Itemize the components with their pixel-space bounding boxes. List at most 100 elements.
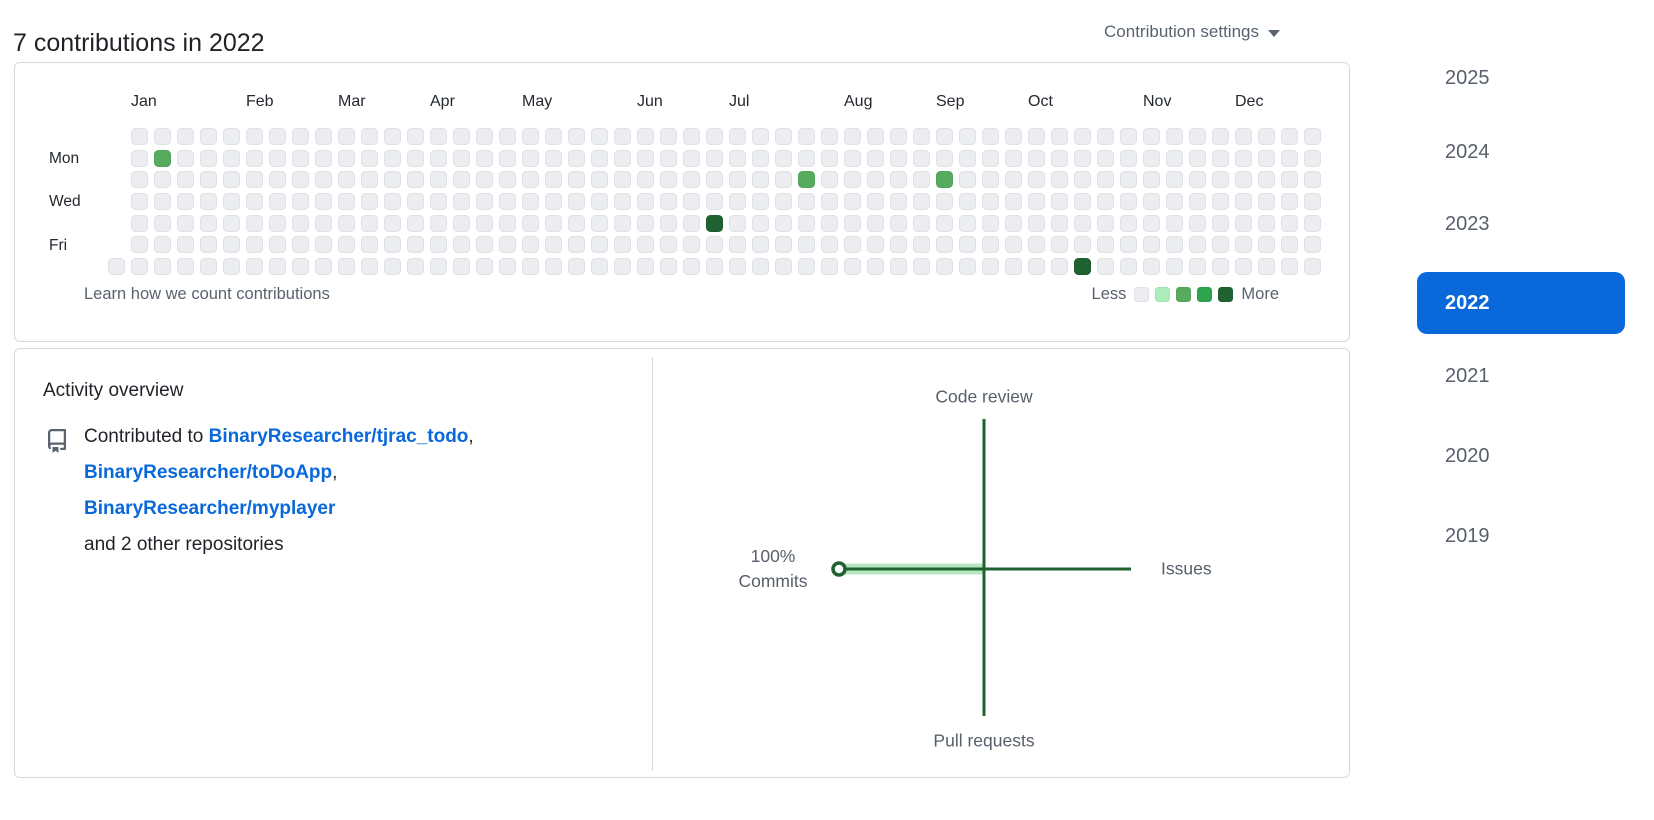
- contribution-cell[interactable]: [476, 236, 493, 254]
- contribution-cell[interactable]: [1166, 214, 1183, 232]
- contribution-cell[interactable]: [1212, 193, 1229, 211]
- contribution-cell[interactable]: [476, 258, 493, 276]
- contribution-cell[interactable]: [1304, 193, 1321, 211]
- repo-link-todoapp[interactable]: BinaryResearcher/toDoApp: [84, 462, 333, 483]
- contribution-cell[interactable]: [752, 128, 769, 145]
- contribution-cell[interactable]: [292, 193, 309, 211]
- contribution-cell[interactable]: [338, 149, 355, 167]
- contribution-cell[interactable]: [1120, 171, 1137, 189]
- contribution-cell[interactable]: [338, 214, 355, 232]
- contribution-cell[interactable]: [867, 171, 884, 189]
- contribution-cell[interactable]: [752, 149, 769, 167]
- contribution-cell[interactable]: [200, 236, 217, 254]
- contribution-cell[interactable]: [936, 236, 953, 254]
- contribution-cell[interactable]: [890, 171, 907, 189]
- contribution-cell[interactable]: [154, 171, 171, 189]
- contribution-cell[interactable]: [936, 258, 953, 276]
- repo-link-myplayer[interactable]: BinaryResearcher/myplayer: [84, 498, 336, 519]
- contribution-cell[interactable]: [1005, 236, 1022, 254]
- contribution-cell[interactable]: [568, 236, 585, 254]
- contribution-cell[interactable]: [407, 171, 424, 189]
- contribution-cell[interactable]: [200, 258, 217, 276]
- contribution-cell[interactable]: [614, 171, 631, 189]
- contribution-cell[interactable]: [545, 171, 562, 189]
- contribution-cell[interactable]: [315, 258, 332, 276]
- contribution-cell[interactable]: [706, 193, 723, 211]
- contribution-cell[interactable]: [729, 258, 746, 276]
- contribution-cell[interactable]: [1097, 214, 1114, 232]
- contribution-cell[interactable]: [131, 258, 148, 276]
- contribution-cell[interactable]: [982, 128, 999, 145]
- contribution-cell[interactable]: [1051, 171, 1068, 189]
- contribution-cell[interactable]: [407, 236, 424, 254]
- contribution-cell[interactable]: [683, 171, 700, 189]
- contribution-cell[interactable]: [867, 236, 884, 254]
- contribution-cell[interactable]: [315, 149, 332, 167]
- contribution-cell[interactable]: [1028, 193, 1045, 211]
- contribution-cell[interactable]: [1120, 193, 1137, 211]
- contribution-cell[interactable]: [660, 214, 677, 232]
- contribution-cell[interactable]: [315, 171, 332, 189]
- contribution-cell[interactable]: [1028, 236, 1045, 254]
- year-item-2020[interactable]: 2020: [1445, 445, 1490, 467]
- contribution-cell[interactable]: [890, 128, 907, 145]
- contribution-cell[interactable]: [821, 128, 838, 145]
- contribution-cell[interactable]: [1143, 149, 1160, 167]
- contribution-cell[interactable]: [430, 214, 447, 232]
- contribution-cell[interactable]: [384, 128, 401, 145]
- contribution-cell[interactable]: [660, 236, 677, 254]
- contribution-cell[interactable]: [1166, 258, 1183, 276]
- contribution-cell[interactable]: [131, 171, 148, 189]
- contribution-cell[interactable]: [453, 258, 470, 276]
- contribution-cell[interactable]: [1143, 258, 1160, 276]
- contribution-cell[interactable]: [568, 149, 585, 167]
- contribution-cell[interactable]: [522, 193, 539, 211]
- contribution-cell[interactable]: [1143, 214, 1160, 232]
- contribution-cell[interactable]: [1189, 149, 1206, 167]
- contribution-cell[interactable]: [1143, 171, 1160, 189]
- contribution-cell[interactable]: [384, 171, 401, 189]
- year-item-2024[interactable]: 2024: [1445, 141, 1490, 163]
- contribution-cell[interactable]: [614, 236, 631, 254]
- contribution-cell[interactable]: [154, 214, 171, 232]
- contribution-cell[interactable]: [752, 236, 769, 254]
- contribution-cell[interactable]: [683, 149, 700, 167]
- contribution-cell[interactable]: [936, 128, 953, 145]
- contribution-cell[interactable]: [706, 236, 723, 254]
- contribution-cell[interactable]: [177, 214, 194, 232]
- contribution-cell[interactable]: [246, 149, 263, 167]
- year-item-2023[interactable]: 2023: [1445, 213, 1490, 235]
- contribution-cell[interactable]: [683, 236, 700, 254]
- contribution-cell[interactable]: [315, 193, 332, 211]
- contribution-cell[interactable]: [545, 258, 562, 276]
- contribution-cell[interactable]: [315, 128, 332, 145]
- contribution-cell[interactable]: [384, 193, 401, 211]
- contribution-cell[interactable]: [131, 214, 148, 232]
- contribution-cell[interactable]: [1281, 214, 1298, 232]
- contribution-cell[interactable]: [1005, 149, 1022, 167]
- contribution-cell[interactable]: [361, 128, 378, 145]
- contribution-cell[interactable]: [1235, 258, 1252, 276]
- contribution-cell[interactable]: [683, 128, 700, 145]
- contribution-cell[interactable]: [1304, 258, 1321, 276]
- contribution-cell[interactable]: [476, 128, 493, 145]
- contribution-cell[interactable]: [154, 258, 171, 276]
- contribution-cell[interactable]: [246, 193, 263, 211]
- contribution-cell[interactable]: [752, 258, 769, 276]
- contribution-cell[interactable]: [1258, 149, 1275, 167]
- contribution-cell[interactable]: [361, 149, 378, 167]
- contribution-cell[interactable]: [959, 171, 976, 189]
- contribution-cell[interactable]: [1212, 171, 1229, 189]
- contribution-cell[interactable]: [936, 149, 953, 167]
- year-item-2022[interactable]: 2022: [1417, 272, 1625, 334]
- contribution-cell[interactable]: [959, 258, 976, 276]
- contribution-cell[interactable]: [223, 236, 240, 254]
- contribution-cell[interactable]: [200, 149, 217, 167]
- contribution-cell[interactable]: [131, 236, 148, 254]
- contribution-cell[interactable]: [913, 128, 930, 145]
- contribution-cell[interactable]: [706, 214, 723, 232]
- contribution-cell[interactable]: [591, 149, 608, 167]
- contribution-cell[interactable]: [223, 128, 240, 145]
- contribution-cell[interactable]: [177, 258, 194, 276]
- contribution-cell[interactable]: [821, 193, 838, 211]
